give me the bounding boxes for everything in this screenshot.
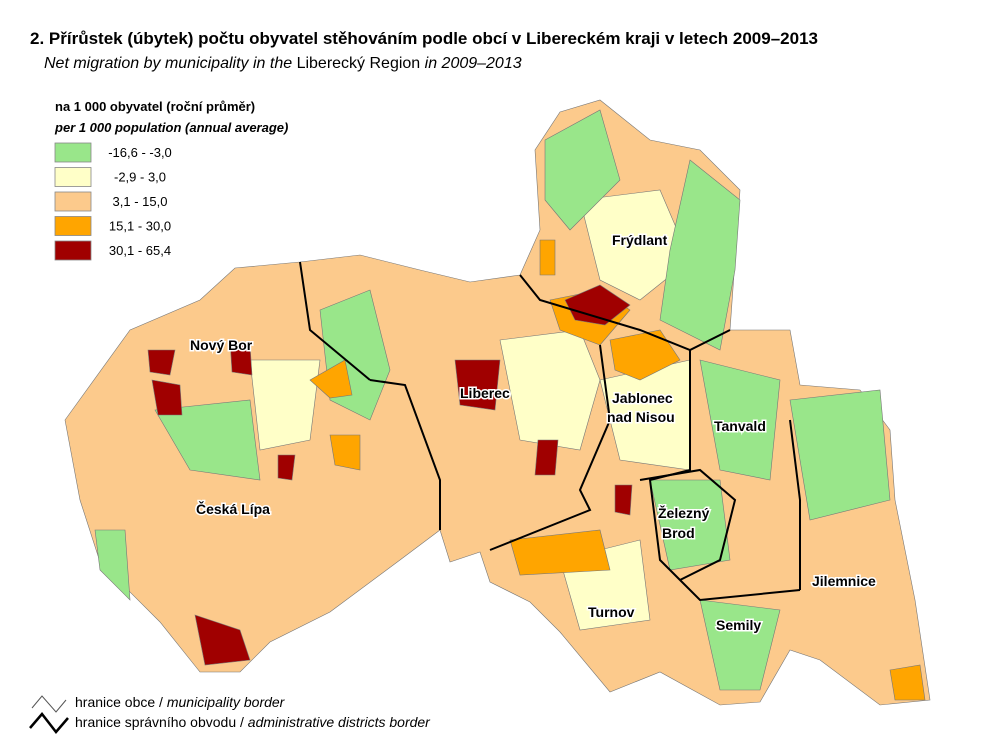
region-label: Jablonec bbox=[612, 390, 673, 406]
subtitle-part: in 2009–2013 bbox=[425, 55, 522, 72]
district-border bbox=[369, 379, 441, 530]
municipality bbox=[789, 389, 891, 521]
district-border bbox=[648, 350, 801, 602]
legend-swatch bbox=[54, 216, 92, 236]
municipality bbox=[154, 399, 261, 481]
region-label: Semily bbox=[716, 617, 761, 633]
legend-swatch bbox=[54, 240, 92, 261]
region-label: Nový Bor bbox=[190, 337, 253, 353]
municipality bbox=[194, 614, 251, 666]
legend-label: 15,1 - 30,0 bbox=[109, 219, 171, 234]
municipality-border-symbol bbox=[31, 695, 67, 713]
subtitle-part: Net migration by municipality in the bbox=[44, 55, 292, 72]
subtitle-part: Liberecký Region bbox=[297, 55, 421, 72]
border-legend-text: hranice správního obvodu / bbox=[75, 714, 244, 730]
legend-swatch bbox=[54, 191, 92, 212]
region-label: Jilemnice bbox=[812, 573, 876, 589]
border-legend-label: hranice obce / municipality border bbox=[75, 694, 286, 710]
title: 2. Přírůstek (úbytek) počtu obyvatel stě… bbox=[30, 29, 818, 48]
border-legend-label: hranice správního obvodu / administrativ… bbox=[75, 714, 431, 730]
municipality bbox=[147, 349, 176, 376]
border-legend bbox=[29, 695, 69, 734]
legend-title-en: per 1 000 population (annual average) bbox=[54, 120, 288, 135]
municipality bbox=[579, 189, 691, 301]
region-label: Brod bbox=[662, 525, 695, 541]
legend-label: -16,6 - -3,0 bbox=[108, 145, 172, 160]
border-legend-text: municipality border bbox=[167, 694, 286, 710]
district-border bbox=[519, 274, 731, 352]
municipality bbox=[699, 359, 781, 481]
district-border bbox=[489, 344, 612, 551]
region-label: nad Nisou bbox=[607, 409, 675, 425]
legend-swatch bbox=[54, 142, 92, 163]
region-label: Turnov bbox=[588, 604, 635, 620]
municipality bbox=[699, 599, 781, 691]
municipality bbox=[614, 484, 633, 516]
municipality bbox=[277, 454, 296, 481]
border-legend-text: hranice obce / bbox=[75, 694, 163, 710]
region-label: Liberec bbox=[460, 385, 510, 401]
region-label: Železný bbox=[658, 504, 710, 521]
municipality bbox=[249, 359, 321, 451]
legend: -16,6 - -3,0 -2,9 - 3,0 3,1 - 15,0 15,1 - 3… bbox=[54, 142, 172, 261]
legend-label: -2,9 - 3,0 bbox=[114, 170, 166, 185]
municipality bbox=[329, 434, 361, 471]
district-border-symbol bbox=[29, 712, 69, 734]
legend-label: 30,1 - 65,4 bbox=[109, 243, 171, 258]
municipality bbox=[539, 239, 556, 276]
district-border bbox=[789, 419, 801, 590]
municipality bbox=[229, 339, 253, 376]
district-borders bbox=[299, 261, 801, 602]
legend-title: na 1 000 obyvatel (roční průměr) bbox=[55, 99, 255, 114]
map: Frýdlant Nový Bor Liberec Jablonec nad N… bbox=[64, 99, 931, 706]
legend-swatch bbox=[54, 167, 92, 187]
municipality bbox=[649, 479, 731, 571]
municipality bbox=[454, 359, 501, 411]
municipality bbox=[309, 359, 353, 399]
municipalities bbox=[94, 109, 926, 701]
border-legend-text: administrative districts border bbox=[248, 714, 431, 730]
region-label: Česká Lípa bbox=[196, 500, 270, 517]
region-label: Tanvald bbox=[714, 418, 766, 434]
legend-label: 3,1 - 15,0 bbox=[113, 194, 168, 209]
municipality bbox=[94, 529, 131, 601]
municipality bbox=[889, 664, 926, 701]
district-border bbox=[299, 261, 371, 381]
municipality bbox=[544, 109, 621, 231]
municipality bbox=[659, 159, 741, 351]
region-label: Frýdlant bbox=[612, 232, 668, 248]
municipality bbox=[151, 379, 183, 416]
municipality bbox=[564, 284, 631, 326]
subtitle: Net migration by municipality in the Lib… bbox=[44, 55, 522, 72]
municipality bbox=[609, 329, 681, 381]
district-border bbox=[639, 468, 737, 581]
municipality bbox=[509, 529, 611, 576]
municipality bbox=[534, 439, 559, 476]
